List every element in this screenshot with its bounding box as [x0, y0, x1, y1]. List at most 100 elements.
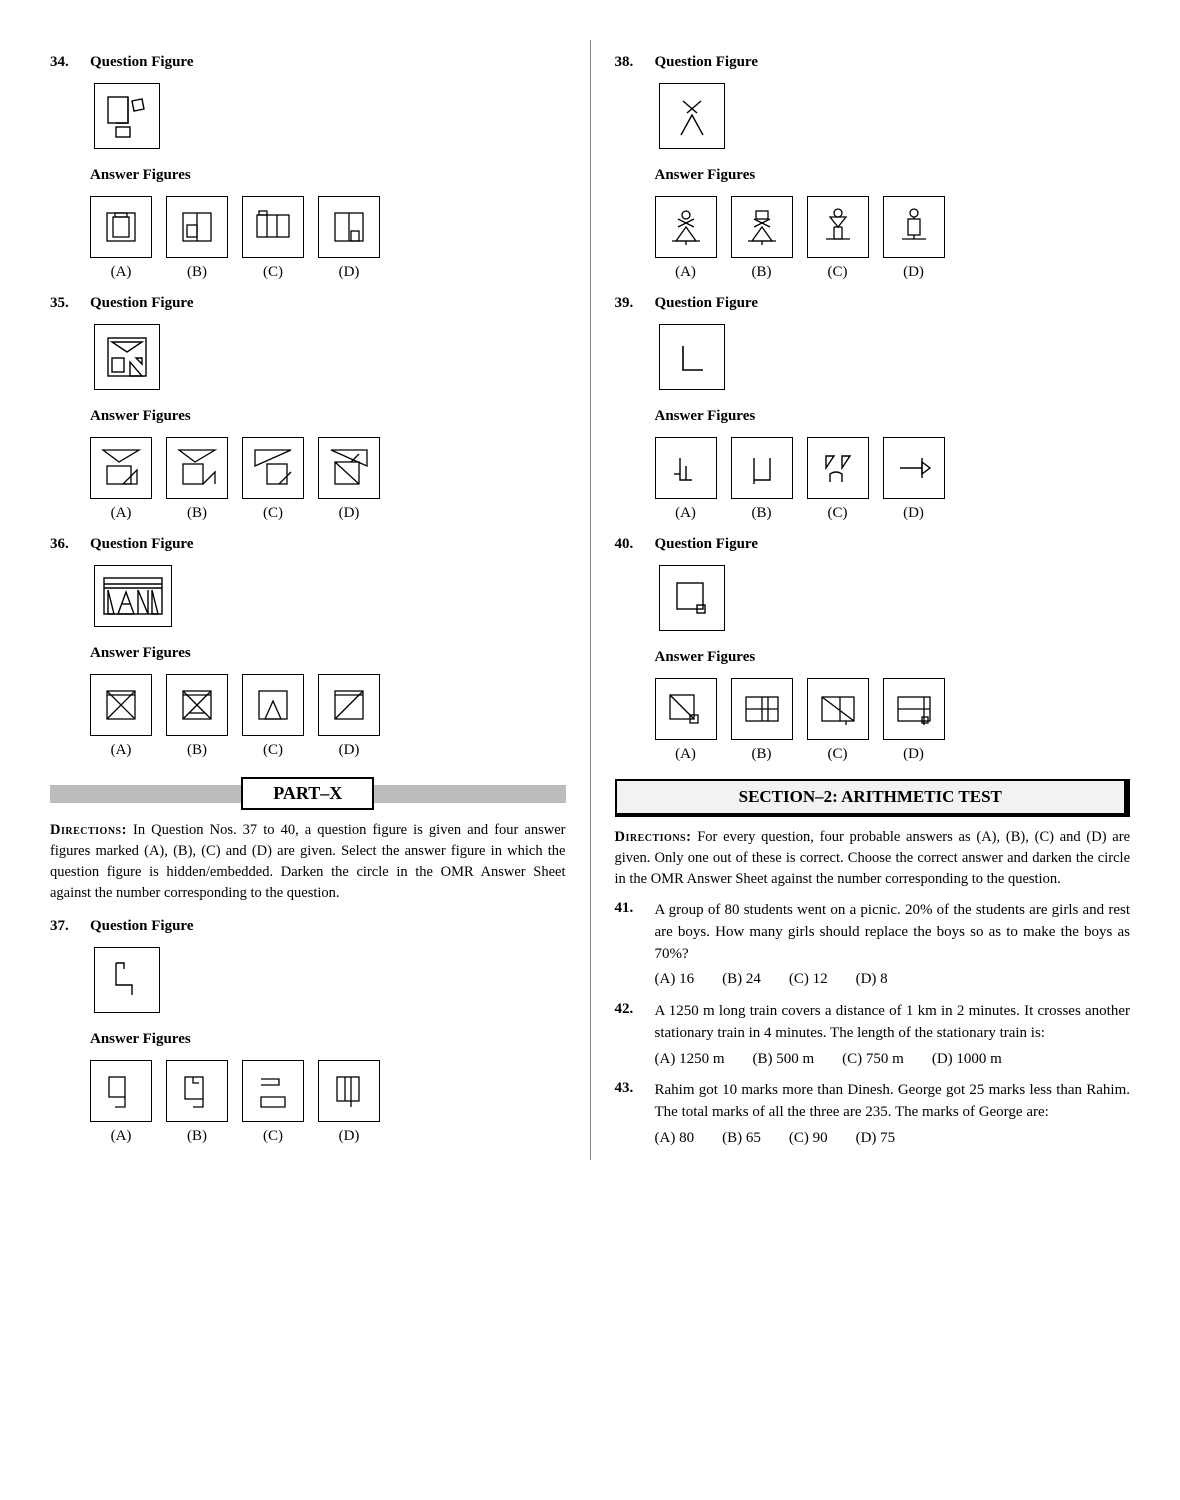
q35-c-icon — [251, 446, 295, 490]
q34-title: Question Figure — [90, 54, 193, 71]
directions-label-2: Directions: — [615, 829, 692, 845]
q43-opt-c: (C) 90 — [789, 1128, 828, 1150]
q38-b-icon — [740, 205, 784, 249]
q36-c-icon — [251, 683, 295, 727]
q35-header: 35. Question Figure — [50, 295, 566, 312]
q38-title: Question Figure — [655, 54, 758, 71]
q36-qfig-icon — [100, 572, 166, 620]
q34-label-a: (A) — [86, 264, 156, 281]
q39-header: 39. Question Figure — [615, 295, 1131, 312]
q42: 42. A 1250 m long train covers a distanc… — [615, 1001, 1131, 1070]
q38-header: 38. Question Figure — [615, 54, 1131, 71]
q35-num: 35. — [50, 295, 90, 312]
q38-label-a: (A) — [651, 264, 721, 281]
q37-label-c: (C) — [238, 1128, 308, 1145]
q40-c-icon — [816, 687, 860, 731]
q41-opt-a: (A) 16 — [655, 969, 695, 991]
q39-label-d: (D) — [879, 505, 949, 522]
left-column: 34. Question Figure Answer Figures (A) (… — [50, 40, 566, 1160]
q39-label-c: (C) — [803, 505, 873, 522]
part-x-bar: PART–X — [50, 777, 566, 810]
q41-opt-d: (D) 8 — [856, 969, 888, 991]
q36-label-d: (D) — [314, 742, 384, 759]
q39-label-a: (A) — [651, 505, 721, 522]
directions-section2-text: For every question, four probable answer… — [615, 829, 1131, 887]
q37-qfig-icon — [102, 955, 152, 1005]
section-2-bar: SECTION–2: ARITHMETIC TEST — [615, 779, 1131, 817]
part-x-title: PART–X — [241, 777, 374, 810]
q38-ans-header: Answer Figures — [615, 167, 1131, 184]
q34-qfig-icon — [102, 91, 152, 141]
q37-c-icon — [251, 1069, 295, 1113]
q39-answers: (A) (B) (C) (D) — [651, 433, 1131, 522]
right-column: 38. Question Figure Answer Figures (A) (… — [615, 40, 1131, 1160]
section-2-title: SECTION–2: ARITHMETIC TEST — [739, 787, 1002, 806]
q41-options: (A) 16 (B) 24 (C) 12 (D) 8 — [655, 969, 1131, 991]
q40-d-icon — [892, 687, 936, 731]
q40-label-b: (B) — [727, 746, 797, 763]
q40-b-icon — [740, 687, 784, 731]
q36-ans-header: Answer Figures — [50, 645, 566, 662]
q37-question-figure — [90, 943, 566, 1017]
q34-b-icon — [175, 205, 219, 249]
q36-num: 36. — [50, 536, 90, 553]
q39-c-icon — [816, 446, 860, 490]
q38-answers: (A) (B) (C) (D) — [651, 192, 1131, 281]
q37-num: 37. — [50, 918, 90, 935]
q34-c-icon — [251, 205, 295, 249]
q36-answers: (A) (B) (C) (D) — [86, 670, 566, 759]
q36-label-a: (A) — [86, 742, 156, 759]
q40-label-c: (C) — [803, 746, 873, 763]
q34-question-figure — [90, 79, 566, 153]
q38-label-d: (D) — [879, 264, 949, 281]
q38-question-figure — [655, 79, 1131, 153]
q42-opt-c: (C) 750 m — [842, 1049, 904, 1071]
q38-num: 38. — [615, 54, 655, 71]
q35-label-b: (B) — [162, 505, 232, 522]
q40-label-a: (A) — [651, 746, 721, 763]
q36-label-b: (B) — [162, 742, 232, 759]
q41: 41. A group of 80 students went on a pic… — [615, 900, 1131, 991]
q36-title: Question Figure — [90, 536, 193, 553]
q39-qfig-icon — [667, 332, 717, 382]
q36-a-icon — [99, 683, 143, 727]
q43-options: (A) 80 (B) 65 (C) 90 (D) 75 — [655, 1128, 1131, 1150]
directions-partx: Directions: In Question Nos. 37 to 40, a… — [50, 820, 566, 904]
q39-b-icon — [740, 446, 784, 490]
q40-header: 40. Question Figure — [615, 536, 1131, 553]
q37-ans-title: Answer Figures — [90, 1031, 191, 1048]
q34-label-b: (B) — [162, 264, 232, 281]
q35-b-icon — [175, 446, 219, 490]
q36-ans-title: Answer Figures — [90, 645, 191, 662]
q34-label-d: (D) — [314, 264, 384, 281]
q40-answers: (A) (B) (C) (D) — [651, 674, 1131, 763]
q40-ans-header: Answer Figures — [615, 649, 1131, 666]
q39-d-icon — [892, 446, 936, 490]
q37-answers: (A) (B) (C) (D) — [86, 1056, 566, 1145]
q43-opt-d: (D) 75 — [856, 1128, 896, 1150]
q36-question-figure — [90, 561, 566, 631]
q38-c-icon — [816, 205, 860, 249]
q38-qfig-icon — [667, 91, 717, 141]
column-separator — [590, 40, 591, 1160]
q40-qfig-icon — [667, 573, 717, 623]
page: 34. Question Figure Answer Figures (A) (… — [50, 40, 1130, 1160]
q40-question-figure — [655, 561, 1131, 635]
q37-title: Question Figure — [90, 918, 193, 935]
q40-a-icon — [664, 687, 708, 731]
q37-d-icon — [327, 1069, 371, 1113]
q39-a-icon — [664, 446, 708, 490]
q39-label-b: (B) — [727, 505, 797, 522]
q37-label-d: (D) — [314, 1128, 384, 1145]
q37-header: 37. Question Figure — [50, 918, 566, 935]
q35-qfig-icon — [102, 332, 152, 382]
q40-title: Question Figure — [655, 536, 758, 553]
q35-title: Question Figure — [90, 295, 193, 312]
q38-d-icon — [892, 205, 936, 249]
q34-d-icon — [327, 205, 371, 249]
q43-opt-a: (A) 80 — [655, 1128, 695, 1150]
q38-label-c: (C) — [803, 264, 873, 281]
q36-b-icon — [175, 683, 219, 727]
q35-answers: (A) (B) (C) (D) — [86, 433, 566, 522]
q38-a-icon — [664, 205, 708, 249]
